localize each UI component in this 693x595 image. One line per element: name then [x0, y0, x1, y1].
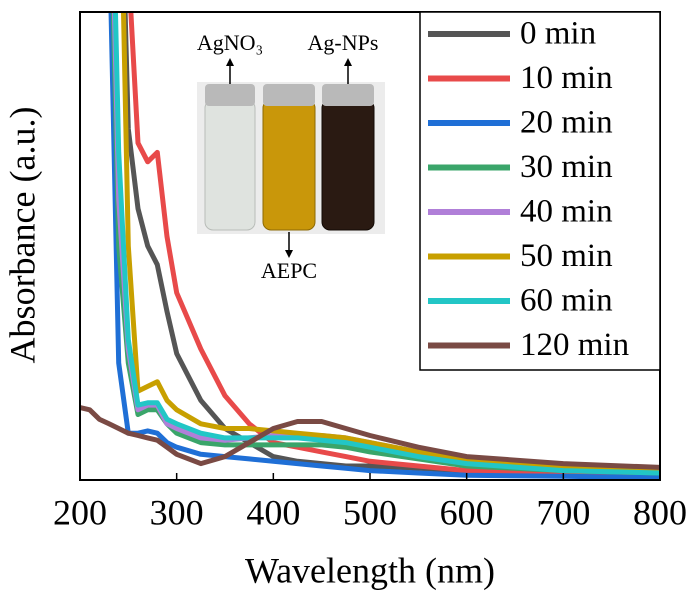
inset-photo — [197, 58, 385, 258]
vial-cap — [322, 84, 374, 106]
chart: AgNO₃ Ag-NPs AEPC Wavelength (nm) Absorb… — [0, 0, 693, 595]
arrow-head — [344, 58, 352, 66]
legend-label: 10 min — [520, 60, 613, 96]
annotation: AEPC — [261, 258, 317, 283]
x-tick-label: 800 — [633, 492, 687, 532]
legend-label: 40 min — [520, 194, 613, 230]
annotation: AgNO₃ — [197, 30, 263, 55]
vial — [263, 100, 315, 230]
legend-label: 20 min — [520, 105, 613, 141]
vial-cap — [205, 84, 255, 106]
legend-label: 0 min — [520, 16, 596, 52]
x-tick-label: 400 — [246, 492, 300, 532]
legend-label: 60 min — [520, 283, 613, 319]
vial-cap — [263, 84, 315, 106]
x-tick-label: 200 — [53, 492, 107, 532]
x-tick-label: 300 — [150, 492, 204, 532]
legend-label: 50 min — [520, 238, 613, 274]
y-axis-label: Absorbance (a.u.) — [2, 107, 42, 364]
annotation: Ag-NPs — [308, 30, 379, 55]
arrow-head — [285, 250, 293, 258]
page: {"chart_data": {"type": "line", "xlabel"… — [0, 0, 693, 595]
legend-label: 30 min — [520, 149, 613, 185]
vial — [322, 100, 374, 230]
x-axis-label: Wavelength (nm) — [245, 550, 495, 590]
legend-label: 120 min — [520, 327, 629, 363]
x-tick-label: 600 — [440, 492, 494, 532]
x-tick-label: 700 — [536, 492, 590, 532]
vial — [205, 100, 255, 230]
x-tick-label: 500 — [343, 492, 397, 532]
arrow-head — [226, 58, 234, 66]
